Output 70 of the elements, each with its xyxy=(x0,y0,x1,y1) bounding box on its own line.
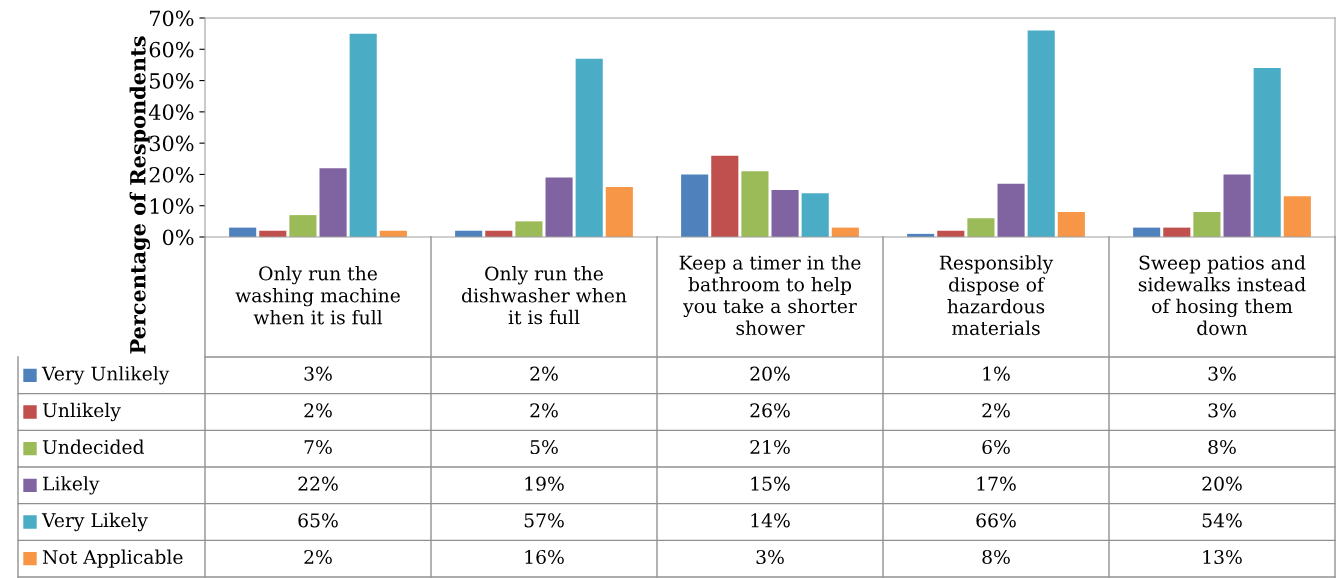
data-label: 7% xyxy=(304,439,332,455)
data-label: 8% xyxy=(1208,439,1236,455)
data-label: 8% xyxy=(982,549,1010,565)
data-label: 54% xyxy=(1202,513,1242,528)
x-tick-label: Responsibly dispose of hazardous materials xyxy=(939,255,1054,336)
y-tick-label: 70% xyxy=(150,10,194,27)
data-label: 66% xyxy=(976,513,1016,528)
x-tick-label: Keep a timer in the bathroom to help you take a shorter shower xyxy=(679,255,861,336)
bar xyxy=(1283,196,1311,237)
data-label: 57% xyxy=(524,513,564,528)
data-label: 20% xyxy=(1202,476,1242,491)
bar xyxy=(1223,174,1251,237)
data-label: 14% xyxy=(751,513,790,528)
bar xyxy=(515,221,543,237)
legend-label: Unlikely xyxy=(42,402,121,422)
data-label: 2% xyxy=(304,403,332,418)
data-label: 26% xyxy=(750,403,790,418)
bar xyxy=(545,177,573,237)
y-tick-label: 0% xyxy=(162,229,194,246)
y-tick-label: 40% xyxy=(148,104,194,121)
data-label: 2% xyxy=(982,403,1010,418)
bar xyxy=(1253,68,1281,237)
data-label: 3% xyxy=(1208,403,1236,418)
bar xyxy=(967,218,995,237)
bar xyxy=(319,168,347,237)
data-label: 15% xyxy=(751,476,790,491)
y-axis-title: Percentage of Respondents xyxy=(129,36,150,354)
legend-label: Not Applicable xyxy=(42,549,183,568)
bar xyxy=(349,33,377,237)
bar xyxy=(681,174,709,237)
legend-label: Very Likely xyxy=(41,512,148,532)
bar xyxy=(1057,211,1085,237)
bar xyxy=(801,193,829,237)
bar xyxy=(575,58,603,237)
y-tick-label: 60% xyxy=(149,41,194,58)
bar xyxy=(711,155,739,237)
data-label: 22% xyxy=(298,476,338,491)
legend-label: Undecided xyxy=(42,439,145,455)
data-label: 5% xyxy=(530,439,558,455)
x-tick-label: Only run the dishwasher when it is full xyxy=(461,266,627,325)
bar xyxy=(741,171,769,237)
legend-label: Very Unlikely xyxy=(41,366,170,385)
bar xyxy=(771,190,799,237)
legend-label: Likely xyxy=(43,476,100,495)
data-label: 19% xyxy=(525,476,564,491)
bar xyxy=(997,183,1025,237)
data-label: 16% xyxy=(525,549,564,565)
data-label: 6% xyxy=(982,439,1010,455)
bar xyxy=(1027,30,1055,237)
data-label: 21% xyxy=(750,439,790,455)
data-label: 3% xyxy=(756,549,784,565)
data-label: 2% xyxy=(530,403,558,418)
x-tick-label: Sweep patios and sidewalks instead of hosing them down xyxy=(1138,255,1306,336)
data-label: 20% xyxy=(750,366,790,381)
y-tick-label: 50% xyxy=(150,73,194,89)
bar xyxy=(605,186,633,237)
bar xyxy=(1193,211,1221,237)
data-label: 13% xyxy=(1203,549,1242,565)
data-label: 3% xyxy=(1208,366,1236,381)
x-tick-label: Only run the washing machine when it is full xyxy=(235,265,400,325)
y-tick-label: 30% xyxy=(149,135,194,152)
data-label: 1% xyxy=(983,366,1010,381)
bar xyxy=(289,215,317,237)
data-label: 65% xyxy=(298,513,338,528)
data-label: 17% xyxy=(977,476,1016,491)
y-tick-label: 10% xyxy=(150,198,194,214)
y-tick-label: 20% xyxy=(149,166,194,183)
data-label: 3% xyxy=(304,366,332,381)
data-label: 2% xyxy=(304,549,332,565)
data-label: 2% xyxy=(530,366,558,381)
